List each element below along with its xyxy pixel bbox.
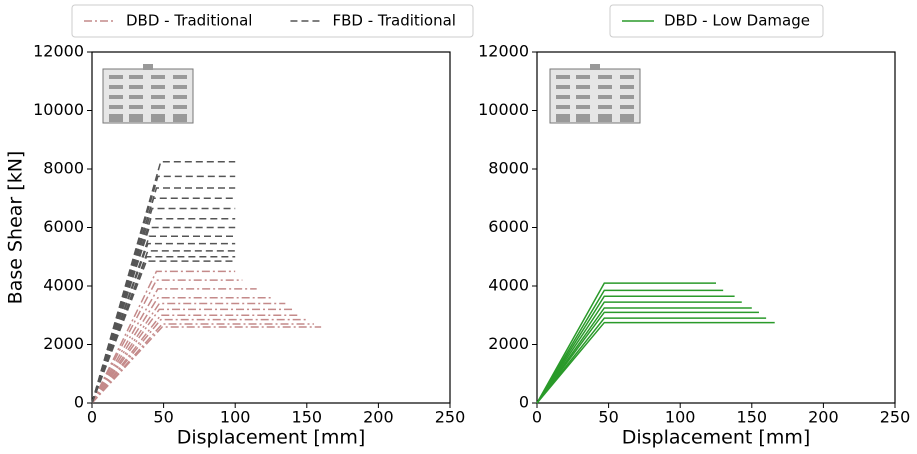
pushover-curve — [536, 311, 759, 404]
building-icon — [102, 63, 194, 124]
pushover-curve — [91, 260, 236, 404]
legend-box — [609, 4, 824, 38]
pushover-curve — [91, 242, 236, 404]
pushover-curve — [91, 318, 307, 404]
pushover-curve — [91, 250, 236, 404]
pushover-curve — [91, 308, 293, 404]
pushover-curve — [91, 270, 236, 404]
pushover-curve — [91, 288, 257, 404]
y-tick-label: 4000 — [488, 276, 529, 295]
pushover-curve — [536, 321, 775, 404]
y-tick-label: 0 — [519, 393, 529, 412]
x-tick-label: 200 — [363, 408, 394, 427]
y-tick-label: 4000 — [43, 276, 84, 295]
legend-label: FBD - Traditional — [332, 12, 456, 30]
y-tick-label: 6000 — [43, 217, 84, 236]
legend-box — [71, 4, 474, 38]
pushover-curve — [91, 279, 243, 404]
y-tick-label: 2000 — [488, 334, 529, 353]
x-tick-label: 0 — [87, 408, 97, 427]
x-tick-label: 0 — [532, 408, 542, 427]
pushover-curve — [91, 187, 236, 404]
legend-label: DBD - Traditional — [126, 12, 252, 30]
y-axis-label: Base Shear [kN] — [5, 151, 27, 305]
pushover-curve — [91, 226, 236, 404]
pushover-curve — [91, 314, 300, 404]
x-tick-label: 250 — [435, 408, 466, 427]
x-tick-label: 250 — [880, 408, 911, 427]
x-axis-label: Displacement [mm] — [622, 427, 811, 449]
x-tick-label: 150 — [292, 408, 323, 427]
pushover-curve — [91, 296, 271, 404]
pushover-curve — [536, 301, 742, 404]
y-tick-label: 0 — [74, 393, 84, 412]
pushover-curve — [91, 256, 236, 404]
pushover-curve — [91, 326, 322, 404]
legend-label: DBD - Low Damage — [664, 12, 810, 30]
y-tick-label: 2000 — [43, 334, 84, 353]
x-tick-label: 50 — [153, 408, 173, 427]
x-tick-label: 100 — [220, 408, 251, 427]
x-tick-label: 200 — [808, 408, 839, 427]
y-tick-label: 8000 — [488, 159, 529, 178]
y-tick-label: 10000 — [33, 100, 84, 119]
building-icon — [549, 63, 641, 124]
y-tick-label: 10000 — [478, 100, 529, 119]
x-tick-label: 100 — [665, 408, 696, 427]
y-tick-label: 12000 — [478, 42, 529, 61]
y-tick-label: 12000 — [33, 42, 84, 61]
y-tick-label: 8000 — [43, 159, 84, 178]
pushover-curve — [91, 302, 286, 404]
pushover-curve — [536, 295, 735, 404]
pushover-curve — [536, 317, 767, 404]
x-axis-label: Displacement [mm] — [177, 427, 366, 449]
pushover-curve — [536, 307, 752, 404]
pushover-curve — [536, 282, 716, 404]
pushover-curve — [536, 289, 724, 404]
y-tick-label: 6000 — [488, 217, 529, 236]
x-tick-label: 50 — [598, 408, 618, 427]
x-tick-label: 150 — [737, 408, 768, 427]
pushover-curve — [91, 217, 236, 404]
